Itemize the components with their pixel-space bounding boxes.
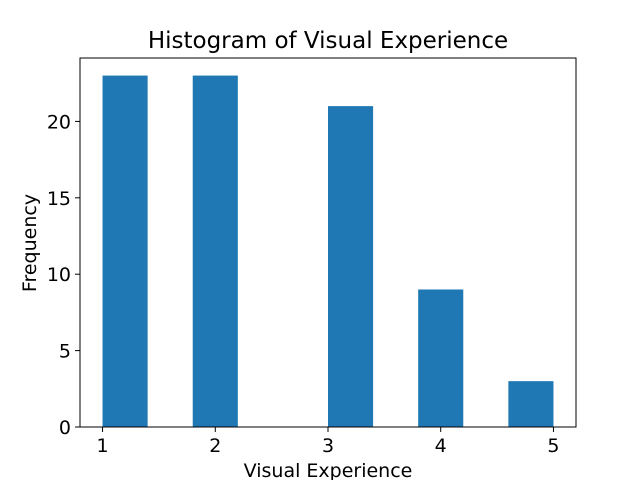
histogram-bar-8	[508, 381, 554, 427]
y-tick-label: 5	[59, 341, 71, 363]
histogram-bar-4	[328, 106, 374, 427]
y-axis-label: Frequency	[19, 194, 41, 292]
histogram-bar-0	[102, 75, 148, 428]
histogram-bar-6	[418, 289, 464, 427]
x-axis-label: Visual Experience	[244, 460, 413, 480]
plot-area-frame	[79, 57, 577, 428]
histogram-bar-1	[192, 75, 238, 428]
x-tick-label: 2	[209, 435, 221, 457]
y-tick-label: 10	[47, 264, 71, 286]
ticks-layer: 1 2 3 4 5 0 5 10 15 20	[47, 111, 560, 457]
y-tick-label: 0	[59, 417, 71, 439]
y-tick-label: 20	[47, 111, 71, 133]
x-tick-label: 4	[435, 435, 447, 457]
chart-title: Histogram of Visual Experience	[148, 28, 508, 54]
bars-layer	[102, 75, 554, 428]
x-tick-label: 5	[547, 435, 559, 457]
x-tick-label: 3	[322, 435, 334, 457]
x-tick-label: 1	[96, 435, 108, 457]
y-tick-label: 15	[47, 188, 71, 210]
